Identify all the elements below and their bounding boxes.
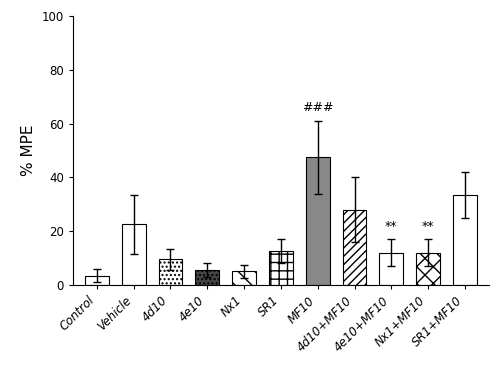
- Bar: [342, 210, 366, 285]
- Bar: [122, 224, 146, 285]
- Bar: [196, 270, 220, 285]
- Text: **: **: [385, 219, 398, 233]
- Bar: [269, 251, 293, 285]
- Y-axis label: % MPE: % MPE: [21, 125, 36, 176]
- Text: **: **: [422, 219, 434, 233]
- Bar: [232, 272, 256, 285]
- Bar: [306, 157, 330, 285]
- Text: ###: ###: [302, 101, 334, 114]
- Bar: [416, 253, 440, 285]
- Bar: [158, 260, 182, 285]
- Bar: [453, 195, 477, 285]
- Bar: [85, 276, 109, 285]
- Bar: [380, 253, 404, 285]
